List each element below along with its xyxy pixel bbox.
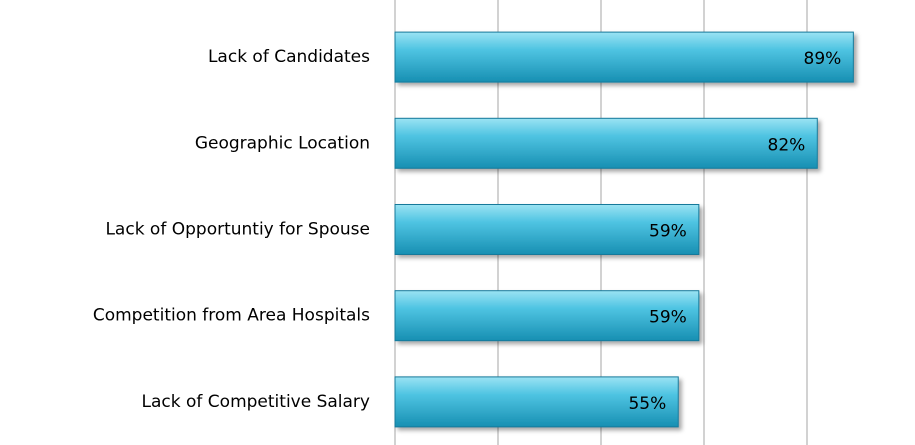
y-tick-label: Competition from Area Hospitals [93,306,370,326]
bar [394,290,700,342]
bar [394,31,854,83]
data-label: 59% [649,222,687,242]
y-tick-label: Lack of Candidates [208,47,370,67]
data-label: 82% [768,135,806,155]
bar [394,376,679,428]
y-tick-label: Lack of Opportuntiy for Spouse [105,220,370,240]
y-tick-label: Geographic Location [195,133,370,153]
data-label: 55% [628,394,666,414]
y-tick-label: Lack of Competitive Salary [142,392,370,412]
bar [394,117,818,169]
data-label: 89% [804,49,842,69]
bar [394,204,700,255]
data-label: 59% [649,308,687,328]
